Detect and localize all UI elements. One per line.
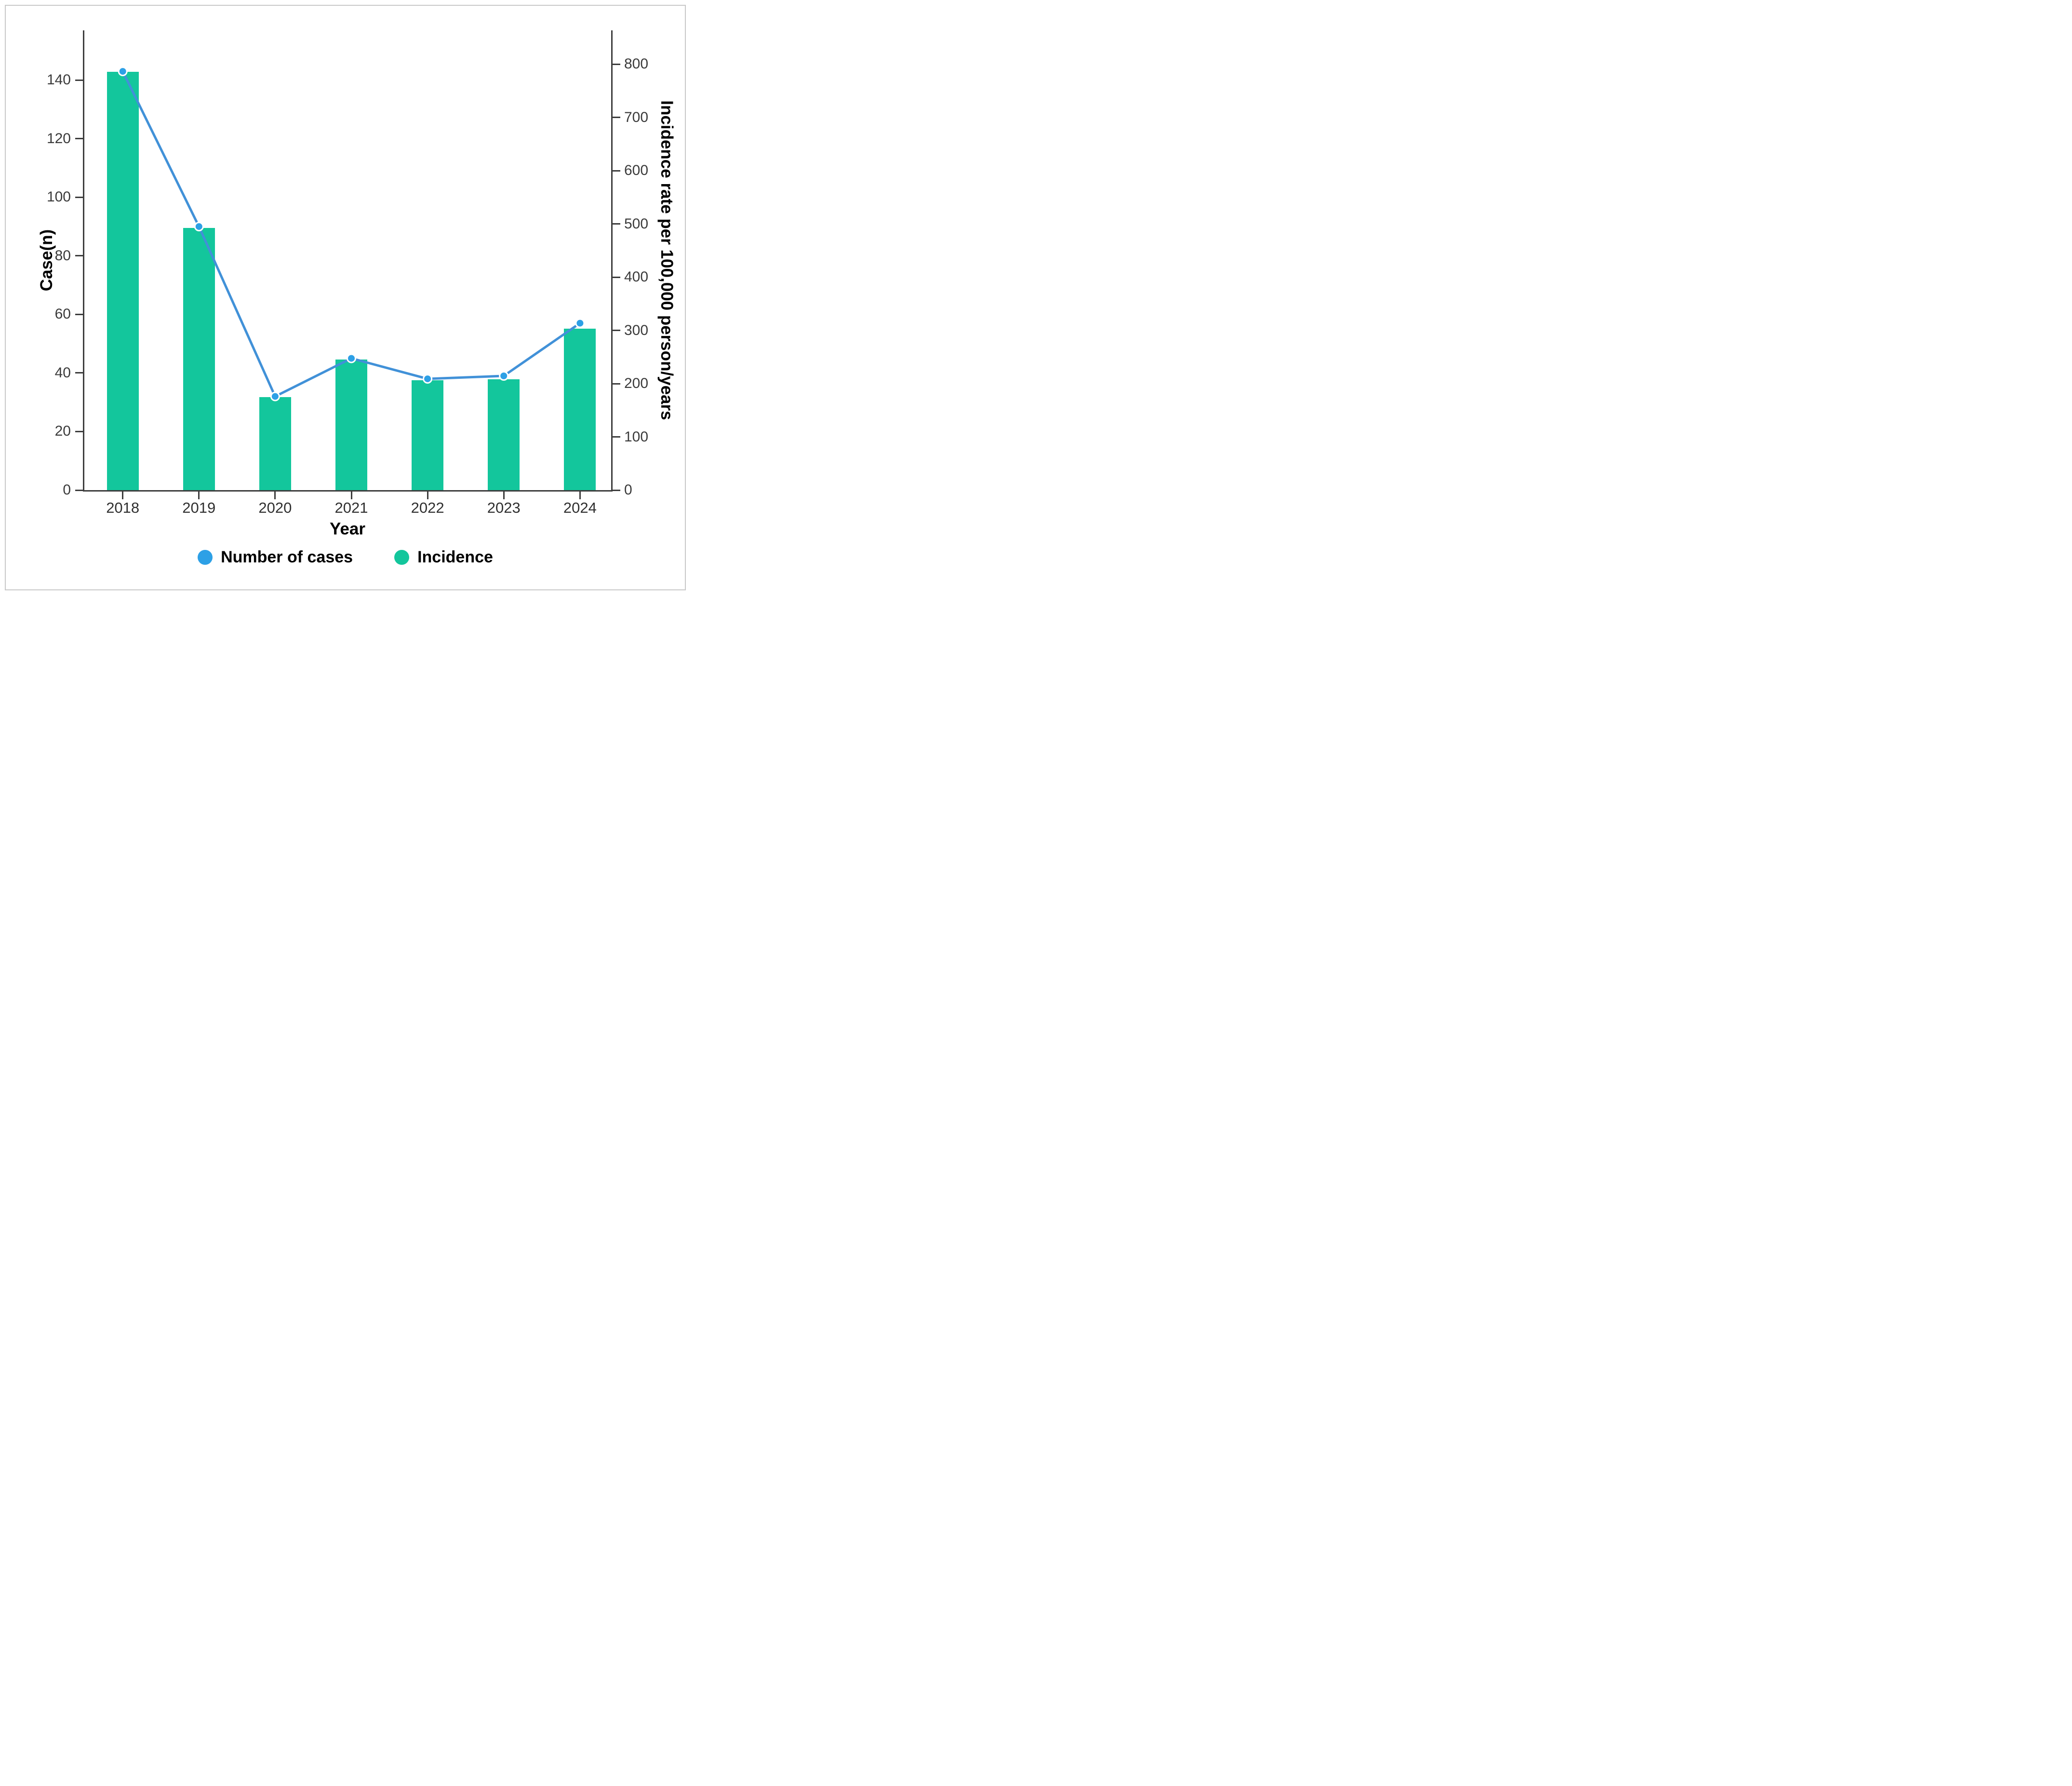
right-tick-label-700: 700: [624, 109, 649, 125]
left-tick-140: [75, 79, 83, 81]
bar-2019: [183, 228, 215, 490]
x-tick-label-2021: 2021: [334, 499, 368, 516]
right-tick-300: [613, 330, 620, 332]
x-axis-title: Year: [330, 520, 365, 538]
x-tick-label-2019: 2019: [182, 499, 216, 516]
bar-2020: [259, 397, 291, 490]
right-tick-700: [613, 117, 620, 119]
bar-2024: [564, 329, 596, 490]
right-tick-800: [613, 63, 620, 65]
legend-label-cases: Number of cases: [221, 548, 353, 566]
right-tick-500: [613, 223, 620, 225]
right-tick-label-0: 0: [624, 482, 632, 498]
left-tick-80: [75, 255, 83, 257]
cases-marker-2023: [499, 371, 509, 381]
left-tick-label-120: 120: [46, 130, 71, 147]
x-tick-label-2024: 2024: [563, 499, 597, 516]
x-tick-label-2020: 2020: [258, 499, 292, 516]
left-tick-label-40: 40: [54, 364, 71, 381]
line-series-svg: [118, 67, 585, 401]
plot-area: 0 20 40 60 80 100 120 140 0 100 200 300 400 500 600 700…: [47, 30, 648, 516]
left-tick-label-140: 140: [46, 72, 71, 88]
legend-label-incidence: Incidence: [417, 548, 493, 566]
x-tick-2021: [350, 492, 352, 499]
bar-2018: [107, 71, 139, 490]
x-tick-2022: [427, 492, 428, 499]
bar-2023: [488, 379, 520, 490]
bar-2021: [335, 360, 368, 490]
right-tick-label-200: 200: [624, 375, 649, 392]
cases-legend-dot-icon: [198, 549, 213, 565]
left-tick-60: [75, 313, 83, 315]
left-tick-20: [75, 430, 83, 432]
cases-marker-2018: [118, 67, 128, 77]
legend: Number of cases Incidence: [0, 547, 691, 567]
x-tick-label-2023: 2023: [487, 499, 521, 516]
x-tick-2023: [503, 492, 505, 499]
cases-marker-2019: [194, 222, 204, 232]
right-tick-label-400: 400: [624, 269, 649, 285]
left-tick-100: [75, 196, 83, 198]
right-tick-0: [613, 489, 620, 491]
right-tick-200: [613, 383, 620, 385]
incidence-legend-dot-icon: [394, 549, 410, 565]
left-tick-40: [75, 372, 83, 374]
cases-marker-2020: [270, 391, 280, 401]
right-tick-label-800: 800: [624, 56, 649, 72]
right-tick-100: [613, 436, 620, 438]
x-tick-2018: [122, 492, 124, 499]
legend-item-cases: Number of cases: [198, 547, 353, 567]
cases-marker-2021: [347, 353, 356, 363]
left-tick-label-0: 0: [63, 482, 71, 498]
right-tick-label-500: 500: [624, 215, 649, 232]
left-tick-label-60: 60: [54, 306, 71, 322]
right-tick-label-600: 600: [624, 162, 649, 179]
right-tick-600: [613, 170, 620, 172]
left-tick-label-20: 20: [54, 423, 71, 440]
legend-item-incidence: Incidence: [394, 547, 493, 567]
left-tick-0: [75, 489, 83, 491]
cases-marker-2022: [423, 374, 433, 384]
x-tick-2020: [274, 492, 276, 499]
right-tick-400: [613, 276, 620, 278]
left-tick-120: [75, 138, 83, 140]
right-axis-title: Incidence rate per 100,000 person/years: [657, 100, 676, 420]
cases-line: [121, 70, 581, 398]
cases-marker-2024: [575, 318, 585, 328]
figure-canvas: 0 20 40 60 80 100 120 140 0 100 200 300 400 500 600 700…: [0, 0, 691, 595]
x-tick-2024: [579, 492, 581, 499]
x-tick-label-2018: 2018: [106, 499, 140, 516]
left-tick-label-80: 80: [54, 247, 71, 264]
x-tick-label-2022: 2022: [411, 499, 444, 516]
right-tick-label-300: 300: [624, 322, 649, 338]
x-tick-2019: [198, 492, 200, 499]
right-tick-label-100: 100: [624, 428, 649, 445]
bar-2022: [412, 380, 444, 490]
left-tick-label-100: 100: [46, 189, 71, 205]
left-axis-title: Case(n): [37, 229, 56, 292]
